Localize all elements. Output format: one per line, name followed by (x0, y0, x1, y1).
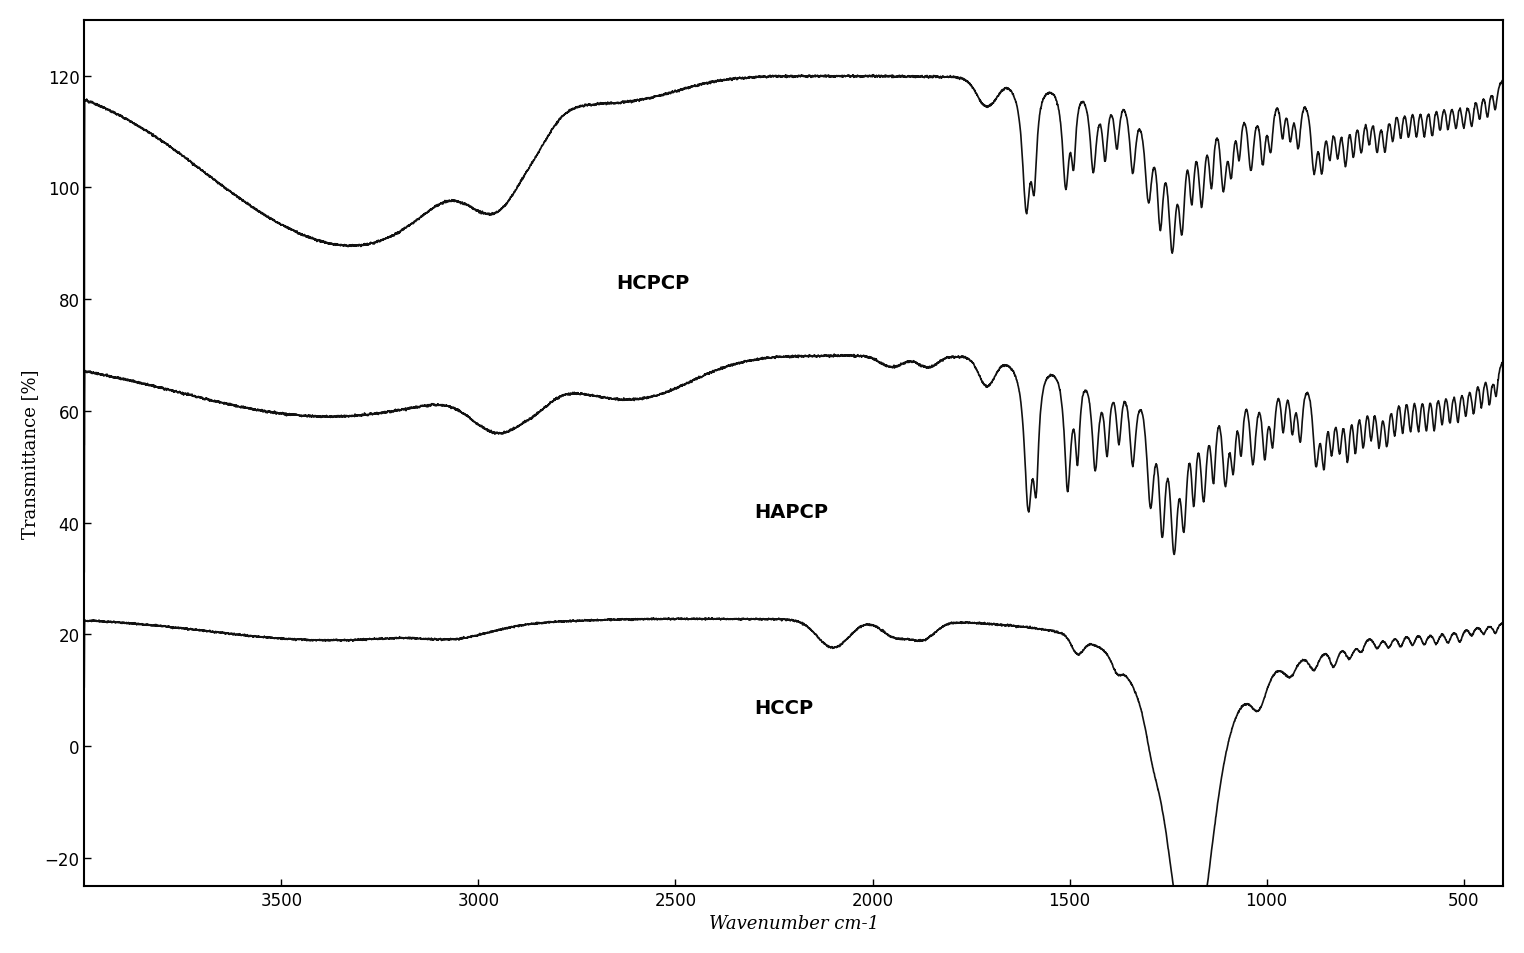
Text: HAPCP: HAPCP (754, 502, 828, 521)
Text: HCPCP: HCPCP (616, 274, 689, 293)
Text: HCCP: HCCP (754, 698, 814, 717)
Y-axis label: Transmittance [%]: Transmittance [%] (21, 369, 38, 538)
X-axis label: Wavenumber cm-1: Wavenumber cm-1 (709, 914, 879, 932)
